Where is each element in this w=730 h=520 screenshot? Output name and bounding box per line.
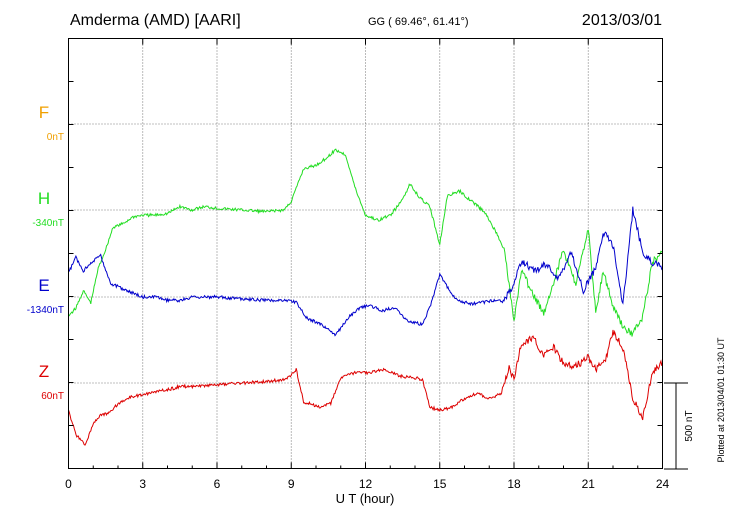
channel-base-h: -340nT: [32, 218, 64, 229]
x-tick-label: 0: [65, 477, 72, 491]
channel-label-f: F: [39, 103, 49, 122]
channel-label-z: Z: [39, 362, 49, 381]
plot-frame: [68, 38, 663, 469]
x-axis-label: U T (hour): [336, 491, 395, 506]
date-label: 2013/03/01: [582, 12, 662, 29]
series-line-e: [68, 206, 663, 337]
series-line-h: [68, 148, 663, 337]
x-tick-label: 21: [582, 477, 596, 491]
x-tick-label: 24: [656, 477, 670, 491]
channel-base-e: -1340nT: [27, 305, 64, 316]
x-tick-label: 3: [139, 477, 146, 491]
channel-label-e: E: [38, 276, 49, 295]
x-tick-label: 15: [433, 477, 447, 491]
x-axis-ticks: 0 3 6 9 12 15 18 21 24: [65, 38, 670, 491]
station-title: Amderma (AMD) [AARI]: [70, 12, 241, 29]
series-line-z: [68, 329, 663, 446]
x-tick-label: 12: [359, 477, 373, 491]
scale-bar-label: 500 nT: [684, 410, 695, 441]
grid-lines: [68, 38, 663, 469]
series-layer: [68, 148, 663, 446]
plotted-note: Plotted at 2013/04/01 01:30 UT: [716, 337, 726, 463]
channel-base-z: 60nT: [41, 391, 64, 402]
coordinates-label: GG ( 69.46°, 61.41°): [368, 16, 469, 28]
x-tick-label: 9: [288, 477, 295, 491]
x-tick-label: 18: [507, 477, 521, 491]
scale-bar: 500 nT: [664, 382, 695, 470]
channel-base-f: 0nT: [47, 132, 64, 143]
channel-label-h: H: [38, 189, 50, 208]
channel-labels: F 0nT H -340nT E -1340nT Z 60nT: [27, 103, 64, 402]
x-tick-label: 6: [214, 477, 221, 491]
